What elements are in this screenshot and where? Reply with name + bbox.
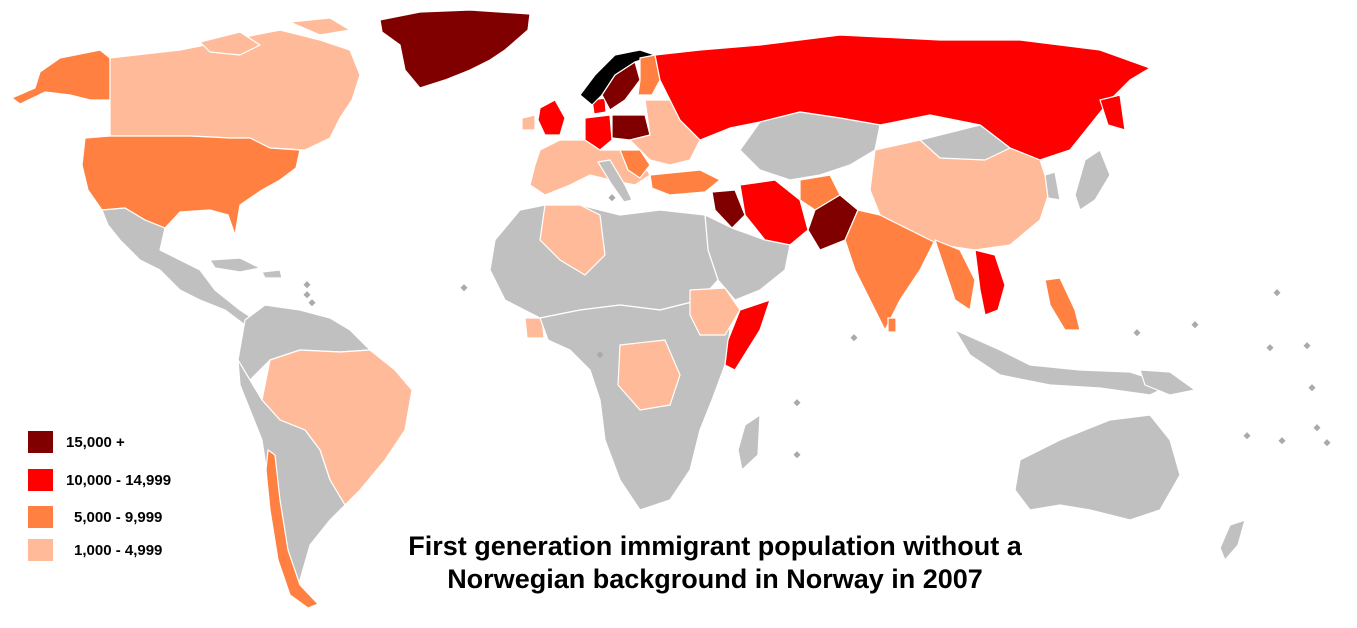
- region-turkey: [649, 169, 721, 196]
- island-marker: [1243, 432, 1251, 440]
- region-indonesia: [954, 329, 1171, 396]
- island-marker: [1266, 344, 1274, 352]
- legend-item-5000-9999: 5,000 - 9,999: [28, 505, 162, 529]
- region-south-america-west: [237, 359, 346, 601]
- island-marker: [1278, 437, 1286, 445]
- legend-swatch: [28, 506, 53, 528]
- island-marker: [1273, 289, 1281, 297]
- island-marker: [793, 399, 801, 407]
- region-korea: [1044, 171, 1061, 201]
- legend-label: 1,000 - 4,999: [74, 541, 163, 559]
- island-marker: [1323, 439, 1331, 447]
- region-alaska: [11, 49, 111, 105]
- region-india: [844, 209, 936, 331]
- region-uk: [537, 99, 566, 136]
- legend-item-1000-4999: 1,000 - 4,999: [28, 538, 162, 562]
- legend-swatch: [28, 431, 53, 453]
- region-north-africa: [489, 204, 719, 319]
- region-papua-new-guinea: [1139, 369, 1196, 396]
- map-title: First generation immigrant population wi…: [300, 530, 1130, 596]
- island-marker: [308, 299, 316, 307]
- region-somalia: [724, 299, 771, 371]
- map-title-line-1: First generation immigrant population wi…: [408, 531, 1022, 561]
- legend-label: 10,000 - 14,999: [66, 471, 172, 489]
- region-balkans: [619, 149, 651, 179]
- island-marker: [596, 351, 604, 359]
- legend-label: 15,000 +: [66, 433, 125, 451]
- island-marker: [1133, 329, 1141, 337]
- island-marker: [303, 291, 311, 299]
- region-dr-congo: [617, 339, 681, 411]
- region-algeria: [539, 204, 606, 276]
- region-ireland: [521, 114, 536, 131]
- region-sri-lanka: [887, 317, 897, 333]
- legend-swatch: [28, 539, 53, 561]
- region-japan: [1074, 149, 1111, 211]
- region-ethiopia: [689, 287, 741, 336]
- island-marker: [1303, 342, 1311, 350]
- island-marker: [303, 281, 311, 289]
- region-central-asia: [739, 111, 881, 181]
- island-marker: [850, 334, 858, 342]
- region-greenland: [379, 9, 531, 89]
- region-vietnam: [974, 249, 1006, 316]
- region-australia: [1014, 414, 1181, 521]
- region-ghana: [524, 317, 545, 339]
- island-marker: [608, 194, 616, 202]
- region-mongolia: [919, 124, 1011, 161]
- region-new-zealand: [1219, 519, 1246, 561]
- region-iran: [739, 179, 809, 246]
- region-germany: [584, 114, 613, 151]
- island-marker: [1191, 321, 1199, 329]
- region-myanmar-thailand: [934, 239, 976, 311]
- island-marker: [460, 284, 468, 292]
- legend-swatch: [28, 469, 53, 491]
- region-russia: [654, 34, 1151, 161]
- legend-item-10000-14999: 10,000 - 14,999: [28, 468, 171, 492]
- island-marker: [1313, 424, 1321, 432]
- region-kamchatka: [1099, 94, 1126, 131]
- region-italy: [597, 159, 633, 203]
- legend-label: 5,000 - 9,999: [74, 508, 163, 526]
- region-caribbean: [209, 257, 283, 279]
- island-marker: [1308, 384, 1316, 392]
- region-madagascar: [737, 414, 761, 471]
- region-philippines: [1044, 277, 1081, 331]
- region-chile: [265, 449, 319, 609]
- island-marker: [793, 451, 801, 459]
- region-iraq: [711, 189, 746, 229]
- map-title-line-2: Norwegian background in Norway in 2007: [447, 564, 983, 594]
- legend-item-15000-plus: 15,000 +: [28, 430, 125, 454]
- region-canada-islands: [199, 17, 351, 56]
